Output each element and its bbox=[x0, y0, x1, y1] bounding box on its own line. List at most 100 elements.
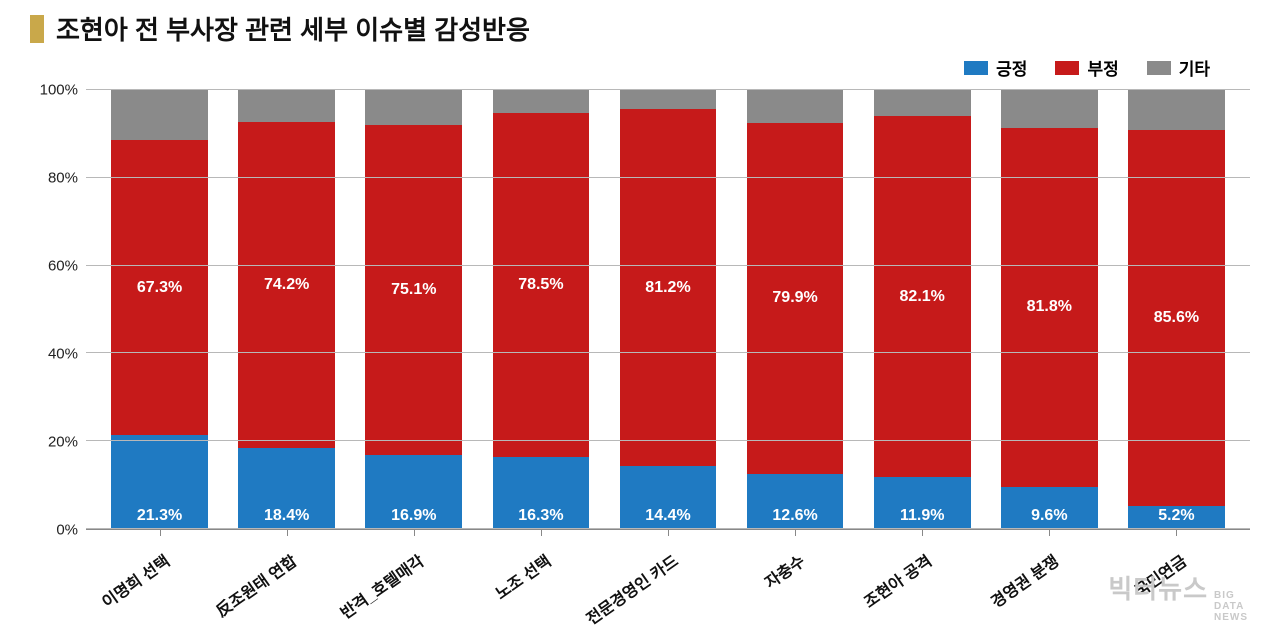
segment-negative: 78.5% bbox=[493, 113, 590, 458]
legend-positive: 긍정 bbox=[964, 55, 1027, 80]
segment-other bbox=[620, 90, 717, 109]
segment-other bbox=[1001, 90, 1098, 128]
x-axis-label: 자충수 bbox=[759, 548, 809, 593]
bar-column: 85.6% 5.2% bbox=[1113, 90, 1240, 529]
x-tick-mark bbox=[1176, 530, 1177, 536]
legend-label-other: 기타 bbox=[1179, 55, 1210, 80]
plot-area: 67.3% 21.3% 74.2% 18.4% 75.1% 16.9% 78.5% 16.3%… bbox=[86, 90, 1250, 530]
x-label-column: 전문경영인 카드 bbox=[604, 530, 731, 610]
x-label-column: 노조 선택 bbox=[477, 530, 604, 610]
x-label-column: 반격_호텔매각 bbox=[350, 530, 477, 610]
y-tick-label: 80% bbox=[48, 170, 78, 187]
legend: 긍정 부정 기타 bbox=[30, 55, 1250, 80]
value-label-positive: 16.3% bbox=[518, 507, 563, 525]
segment-positive: 18.4% bbox=[238, 448, 335, 529]
value-label-positive: 18.4% bbox=[264, 507, 309, 525]
segment-positive: 16.9% bbox=[365, 455, 462, 529]
value-label-negative: 85.6% bbox=[1154, 309, 1199, 327]
grid-line bbox=[86, 177, 1250, 178]
legend-swatch-other bbox=[1147, 61, 1171, 75]
segment-positive: 5.2% bbox=[1128, 506, 1225, 529]
bar-column: 81.8% 9.6% bbox=[986, 90, 1113, 529]
value-label-positive: 11.9% bbox=[900, 507, 944, 525]
x-tick-mark bbox=[541, 530, 542, 536]
value-label-negative: 82.1% bbox=[900, 288, 945, 306]
bar-column: 82.1% 11.9% bbox=[859, 90, 986, 529]
segment-negative: 74.2% bbox=[238, 122, 335, 448]
value-label-negative: 81.2% bbox=[645, 279, 690, 297]
x-tick-mark bbox=[668, 530, 669, 536]
value-label-negative: 74.2% bbox=[264, 276, 309, 294]
title-marker bbox=[30, 15, 44, 43]
x-label-column: 反조원태 연합 bbox=[223, 530, 350, 610]
x-tick-mark bbox=[160, 530, 161, 536]
y-tick-label: 20% bbox=[48, 434, 78, 451]
legend-label-positive: 긍정 bbox=[996, 55, 1027, 80]
y-tick-label: 100% bbox=[40, 82, 78, 99]
grid-line bbox=[86, 89, 1250, 90]
grid-line bbox=[86, 352, 1250, 353]
segment-other bbox=[747, 90, 844, 123]
x-tick-mark bbox=[1049, 530, 1050, 536]
segment-negative: 81.2% bbox=[620, 109, 717, 465]
segment-other bbox=[493, 90, 590, 113]
y-tick-label: 60% bbox=[48, 258, 78, 275]
segment-other bbox=[874, 90, 971, 116]
segment-positive: 11.9% bbox=[874, 477, 971, 529]
value-label-negative: 81.8% bbox=[1027, 298, 1072, 316]
watermark: 빅터뉴스 BIG DATA NEWS bbox=[1108, 569, 1248, 623]
x-axis-label: 조현아 공격 bbox=[858, 548, 936, 612]
segment-positive: 16.3% bbox=[493, 457, 590, 529]
value-label-negative: 75.1% bbox=[391, 281, 436, 299]
segment-negative: 82.1% bbox=[874, 116, 971, 476]
stacked-bar: 81.8% 9.6% bbox=[1001, 90, 1098, 529]
value-label-negative: 78.5% bbox=[518, 276, 563, 294]
y-tick-label: 0% bbox=[56, 522, 78, 539]
bar-column: 79.9% 12.6% bbox=[732, 90, 859, 529]
x-label-column: 자충수 bbox=[732, 530, 859, 610]
x-tick-mark bbox=[287, 530, 288, 536]
legend-swatch-negative bbox=[1055, 61, 1079, 75]
segment-positive: 14.4% bbox=[620, 466, 717, 529]
watermark-main: 빅터뉴스 bbox=[1108, 569, 1208, 606]
value-label-positive: 9.6% bbox=[1031, 507, 1067, 525]
segment-positive: 12.6% bbox=[747, 474, 844, 529]
segment-negative: 79.9% bbox=[747, 123, 844, 474]
title-row: 조현아 전 부사장 관련 세부 이슈별 감성반응 bbox=[30, 10, 1250, 47]
value-label-positive: 5.2% bbox=[1158, 507, 1194, 525]
value-label-positive: 12.6% bbox=[772, 507, 817, 525]
y-tick-label: 40% bbox=[48, 346, 78, 363]
segment-negative: 67.3% bbox=[111, 140, 208, 435]
bar-column: 67.3% 21.3% bbox=[96, 90, 223, 529]
x-tick-mark bbox=[795, 530, 796, 536]
grid-line bbox=[86, 528, 1250, 529]
grid-line bbox=[86, 265, 1250, 266]
legend-swatch-positive bbox=[964, 61, 988, 75]
chart-title: 조현아 전 부사장 관련 세부 이슈별 감성반응 bbox=[56, 10, 530, 47]
stacked-bar: 79.9% 12.6% bbox=[747, 90, 844, 529]
x-tick-mark bbox=[414, 530, 415, 536]
bars-container: 67.3% 21.3% 74.2% 18.4% 75.1% 16.9% 78.5% 16.3%… bbox=[86, 90, 1250, 529]
x-label-column: 경영권 분쟁 bbox=[986, 530, 1113, 610]
segment-negative: 81.8% bbox=[1001, 128, 1098, 487]
bar-column: 81.2% 14.4% bbox=[604, 90, 731, 529]
x-axis-label: 경영권 분쟁 bbox=[985, 548, 1063, 612]
value-label-positive: 14.4% bbox=[645, 507, 690, 525]
x-tick-mark bbox=[922, 530, 923, 536]
value-label-negative: 67.3% bbox=[137, 279, 182, 297]
segment-positive: 21.3% bbox=[111, 435, 208, 529]
x-axis-label: 이명희 선택 bbox=[96, 548, 174, 612]
y-axis: 0%20%40%60%80%100% bbox=[30, 90, 86, 530]
watermark-sub: BIG DATA NEWS bbox=[1214, 590, 1248, 623]
grid-line bbox=[86, 440, 1250, 441]
x-axis-label: 反조원태 연합 bbox=[210, 548, 301, 622]
segment-negative: 75.1% bbox=[365, 125, 462, 455]
segment-other bbox=[238, 90, 335, 122]
segment-other bbox=[1128, 90, 1225, 130]
x-axis-labels: 이명희 선택 反조원태 연합반격_호텔매각노조 선택전문경영인 카드 자충수 조현아 … bbox=[86, 530, 1250, 610]
value-label-negative: 79.9% bbox=[772, 289, 817, 307]
value-label-positive: 21.3% bbox=[137, 507, 182, 525]
segment-negative: 85.6% bbox=[1128, 130, 1225, 506]
bar-column: 74.2% 18.4% bbox=[223, 90, 350, 529]
stacked-bar: 81.2% 14.4% bbox=[620, 90, 717, 529]
